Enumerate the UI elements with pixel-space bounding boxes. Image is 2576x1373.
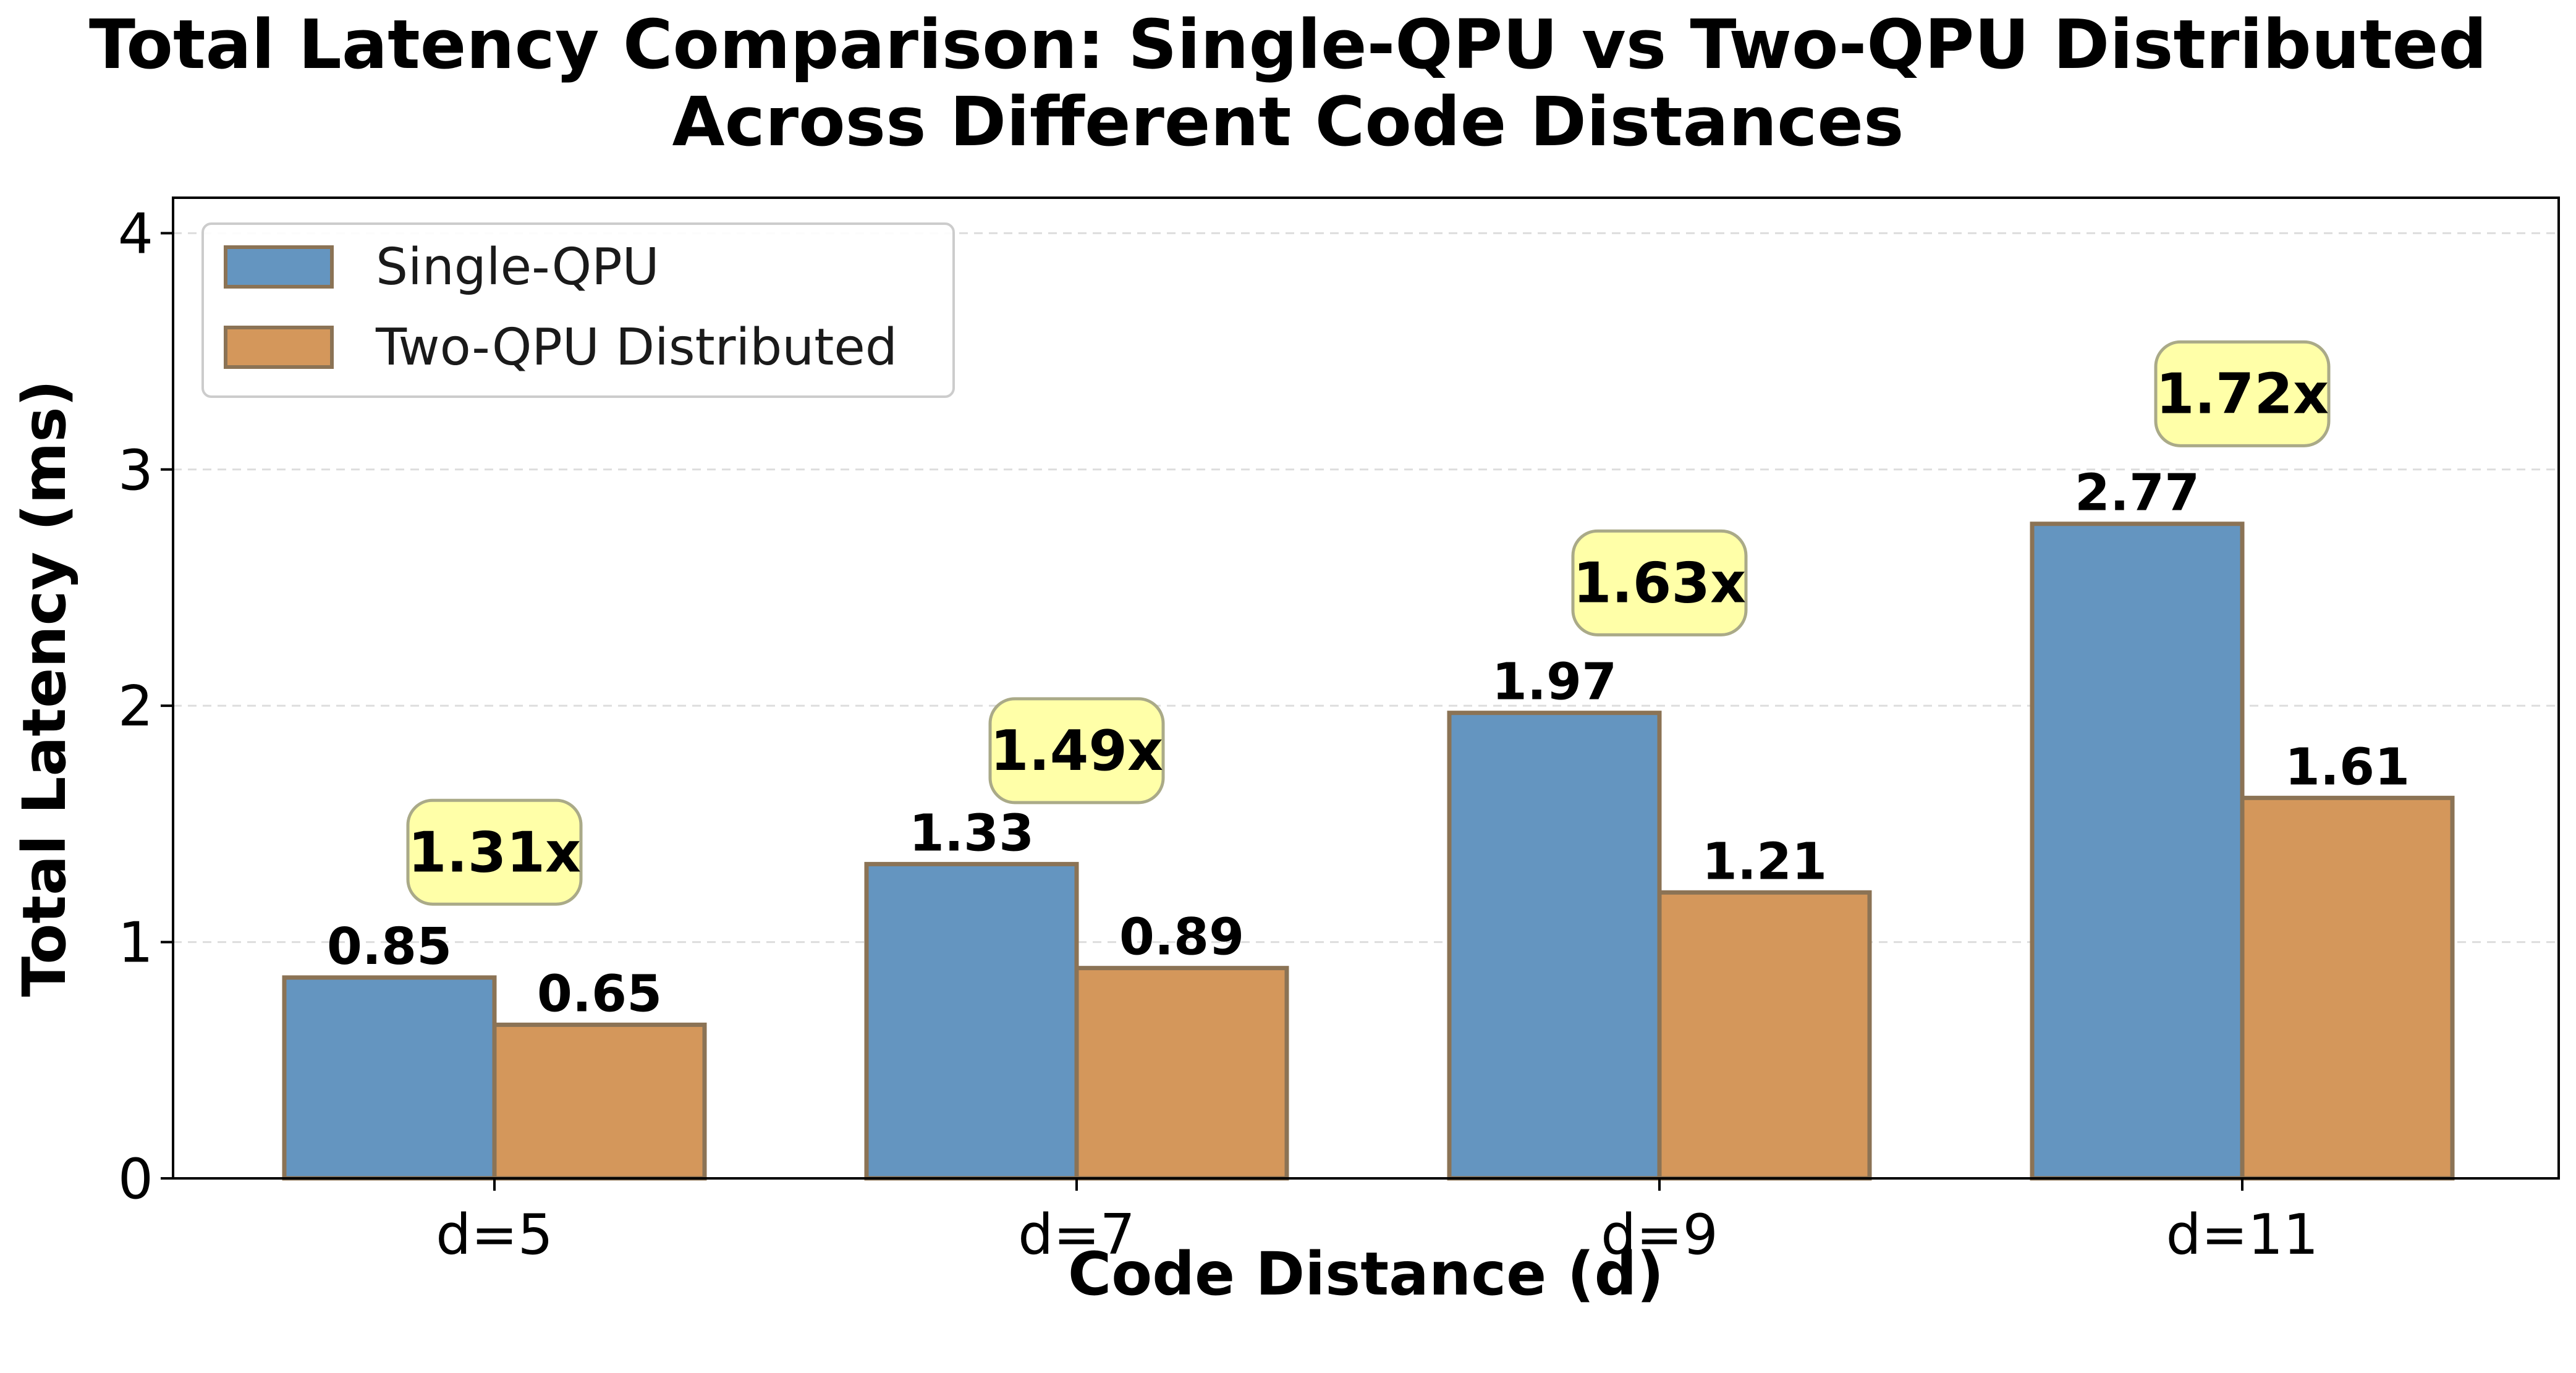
bar-two-qpu-distributed-d-5 [492, 1022, 707, 1181]
bar-two-qpu-distributed-d-7 [1074, 966, 1289, 1181]
bar-single-qpu-d-9 [1447, 711, 1662, 1181]
x-tick-label-d-9: d=9 [1601, 1202, 1718, 1267]
speedup-annotations: 1.31x 1.49x 1.63x 1.72x [406, 340, 2331, 906]
legend-swatch-single-qpu [224, 245, 334, 289]
legend-label-single-qpu: Single-QPU [376, 238, 659, 297]
speedup-badge-d-9 [1571, 529, 1748, 636]
bar-two-qpu-distributed-d-11 [2240, 795, 2455, 1181]
y-axis-label: Total Latency (ms) [10, 380, 79, 997]
speedup-badge-d-5 [406, 798, 583, 906]
legend-swatch-two-qpu-distributed [224, 326, 334, 369]
bar-single-qpu-d-11 [2030, 522, 2245, 1181]
x-tick-label-d-5: d=5 [436, 1202, 553, 1267]
value-label-two-qpu-distributed-d-9: 1.21 [1702, 832, 1827, 891]
y-tick-label-2: 2 [118, 674, 153, 739]
y-tick-label-1: 1 [118, 911, 153, 976]
value-label-single-qpu-d-11: 2.77 [2075, 464, 2200, 523]
value-label-single-qpu-d-7: 1.33 [909, 804, 1034, 863]
legend-frame [201, 222, 955, 398]
plot-frame [172, 196, 2560, 1180]
legend-label-two-qpu-distributed: Two-QPU Distributed [375, 318, 897, 377]
bar-single-qpu-d-5 [282, 975, 497, 1181]
y-tick-label-4: 4 [118, 201, 153, 266]
y-tick-label-3: 3 [118, 438, 153, 503]
chart-title-line-2: Across Different Code Distances [672, 82, 1904, 161]
speedup-label-d-5: 1.31x [408, 820, 581, 885]
value-label-two-qpu-distributed-d-11: 1.61 [2285, 738, 2410, 796]
y-axis-ticks: 0 1 2 3 4 [118, 201, 173, 1212]
speedup-label-d-11: 1.72x [2156, 361, 2329, 426]
x-tick-label-d-11: d=11 [2166, 1202, 2318, 1267]
bar-single-qpu-d-7 [864, 861, 1079, 1181]
speedup-badge-d-7 [988, 697, 1165, 805]
x-axis-label: Code Distance (d) [1068, 1240, 1664, 1309]
value-label-two-qpu-distributed-d-7: 0.89 [1119, 908, 1244, 967]
legend: Single-QPU Two-QPU Distributed [201, 222, 955, 398]
y-tick-label-0: 0 [118, 1147, 153, 1212]
bar-two-qpu-distributed-d-9 [1657, 890, 1872, 1181]
x-axis-ticks: d=5 d=7 d=9 d=11 [436, 1178, 2319, 1267]
chart-title-line-1: Total Latency Comparison: Single-QPU vs … [89, 5, 2487, 84]
x-tick-label-d-7: d=7 [1018, 1202, 1135, 1267]
value-labels: 0.85 1.33 1.97 2.77 0.65 0.89 1.21 1.61 [327, 464, 2410, 1024]
speedup-label-d-9: 1.63x [1573, 551, 1746, 615]
value-label-two-qpu-distributed-d-5: 0.65 [537, 965, 662, 1023]
value-label-single-qpu-d-5: 0.85 [327, 918, 452, 976]
speedup-badge-d-11 [2154, 340, 2331, 447]
speedup-label-d-7: 1.49x [990, 719, 1163, 784]
value-label-single-qpu-d-9: 1.97 [1492, 653, 1617, 712]
